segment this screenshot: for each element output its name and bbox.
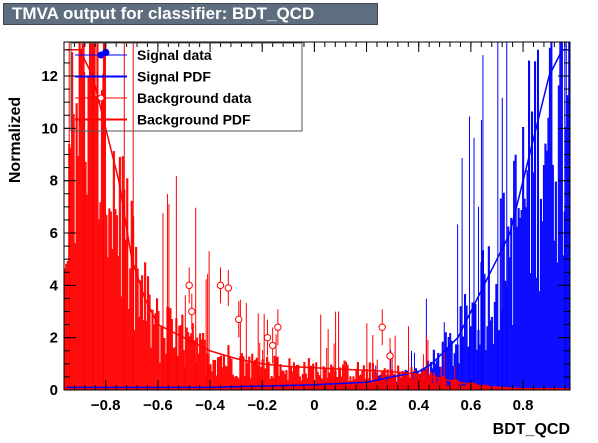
y-axis-title: Normalized	[7, 97, 24, 183]
background-data-point	[268, 341, 277, 350]
background-data-point	[386, 352, 394, 360]
x-tick-label: 0.8	[513, 397, 534, 414]
plot-frame	[63, 41, 571, 391]
chart-title: TMVA output for classifier: BDT_QCD	[3, 3, 378, 25]
y-tick-label: 8	[50, 173, 58, 190]
background-data-point	[224, 284, 233, 292]
x-tick-label: −0.8	[91, 397, 121, 414]
background-data-point	[378, 323, 386, 331]
background-data-point	[216, 281, 225, 290]
axes: −0.8 −0.6 −0.4 −0.2 0 0.2 0.4 0.6 0.8 0 2 4 6 8 10 12	[41, 42, 570, 414]
legend-label: Signal PDF	[137, 69, 211, 85]
legend-marker-swatch	[97, 94, 105, 102]
background-data-point	[263, 333, 272, 342]
legend-label: Background PDF	[137, 112, 251, 128]
x-tick-label: −0.6	[143, 397, 173, 414]
y-tick-label: 4	[50, 277, 59, 294]
x-tick-label: 0.4	[408, 397, 430, 414]
plot-area	[64, 42, 570, 390]
plot-content	[64, 42, 570, 390]
background-pdf-line	[66, 49, 568, 390]
legend: Signal data Signal PDF Background data Back…	[70, 42, 303, 132]
x-tick-label: 0.2	[356, 397, 377, 414]
x-tick-label: 0.6	[460, 397, 481, 414]
x-axis-title: BDT_QCD	[493, 421, 570, 438]
background-data-point	[274, 323, 282, 331]
x-tick-label: −0.4	[195, 397, 225, 414]
y-tick-label: 12	[41, 68, 58, 85]
y-tick-label: 0	[50, 382, 58, 399]
y-tick-label: 6	[50, 225, 58, 242]
x-tick-label: 0	[310, 397, 318, 414]
background-data-point	[188, 307, 196, 316]
background-histogram	[64, 42, 570, 390]
legend-label: Background data	[137, 90, 252, 106]
background-data-point	[185, 281, 193, 290]
legend-box	[70, 42, 303, 132]
background-data-point	[235, 315, 243, 324]
y-tick-label: 10	[41, 120, 58, 137]
legend-marker-swatch	[97, 51, 105, 59]
x-tick-label: −0.2	[247, 397, 277, 414]
signal-pdf-line	[66, 49, 568, 389]
y-tick-label: 2	[50, 330, 58, 347]
legend-label: Signal data	[137, 47, 212, 63]
